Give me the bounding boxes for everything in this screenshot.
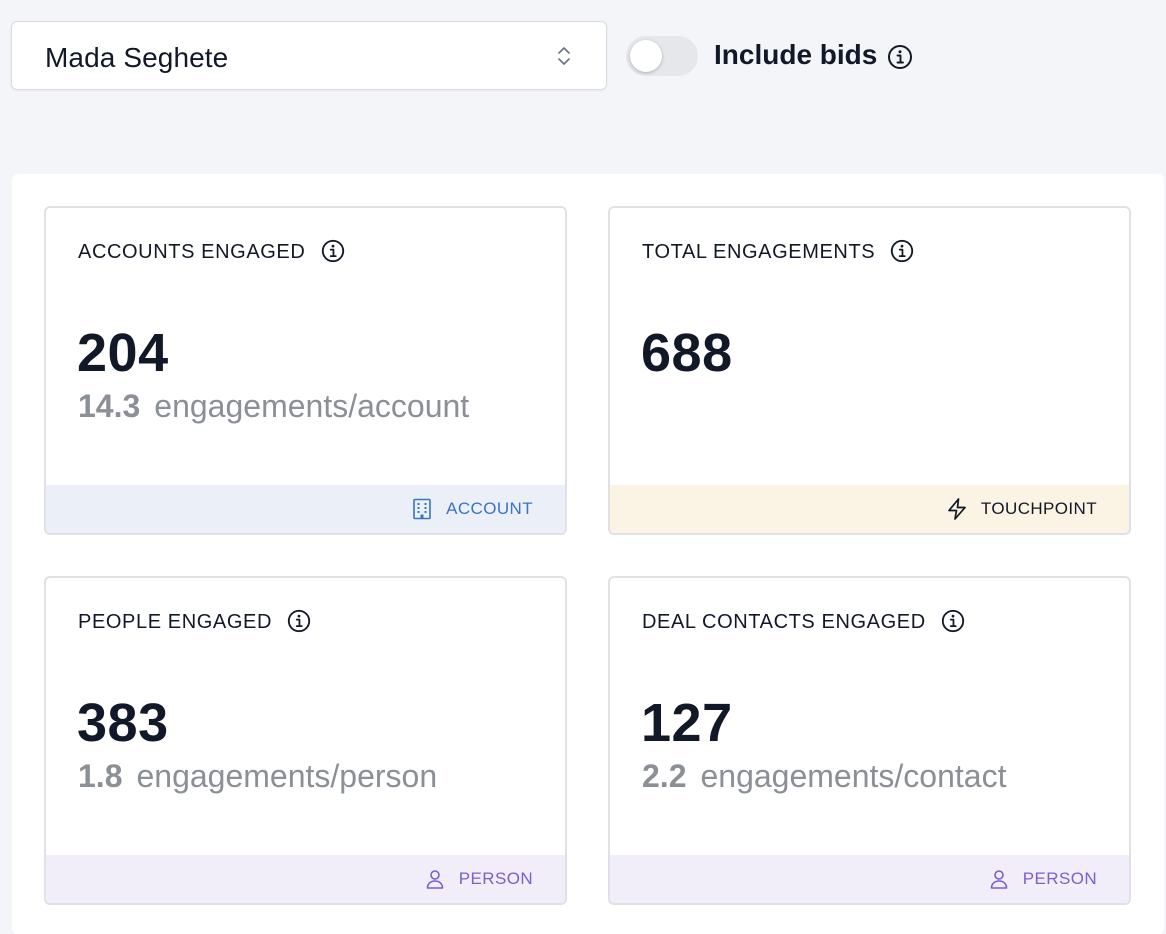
card-subtext: 14.3 engagements/account (78, 388, 469, 425)
card-footer-person: PERSON (46, 855, 565, 903)
person-select[interactable]: Mada Seghete (11, 21, 607, 90)
card-title: PEOPLE ENGAGED (78, 608, 312, 634)
card-value: 127 (641, 693, 733, 753)
card-sub-label: engagements/contact (700, 758, 1007, 794)
person-icon (426, 870, 444, 889)
card-subtext: 1.8 engagements/person (78, 758, 437, 795)
card-title-text: ACCOUNTS ENGAGED (78, 241, 306, 263)
info-icon[interactable] (889, 238, 915, 264)
card-footer-account: ACCOUNT (46, 485, 565, 533)
card-value: 204 (77, 323, 169, 383)
card-subtext: 2.2 engagements/contact (642, 758, 1006, 795)
chevron-up-down-icon (558, 47, 570, 65)
footer-label: TOUCHPOINT (980, 499, 1097, 518)
card-value: 383 (77, 693, 169, 753)
card-title-text: DEAL CONTACTS ENGAGED (642, 611, 926, 633)
filter-bar: Mada Seghete Include bids (0, 0, 1166, 120)
deal-contacts-engaged-card: DEAL CONTACTS ENGAGED 127 2.2 engagements… (608, 576, 1131, 905)
metrics-panel: ACCOUNTS ENGAGED 204 14.3 engagements/acc… (12, 174, 1164, 934)
card-title: TOTAL ENGAGEMENTS (642, 238, 915, 264)
card-title-text: PEOPLE ENGAGED (78, 611, 273, 633)
card-footer-person: PERSON (610, 855, 1129, 903)
include-bids-toggle[interactable] (626, 36, 698, 76)
info-icon[interactable] (940, 608, 966, 634)
card-title: DEAL CONTACTS ENGAGED (642, 608, 966, 634)
info-icon[interactable] (886, 43, 914, 71)
person-select-value: Mada Seghete (45, 42, 229, 73)
footer-label: PERSON (458, 869, 533, 888)
info-icon[interactable] (320, 238, 346, 264)
card-footer-touchpoint: TOUCHPOINT (610, 485, 1129, 533)
info-icon[interactable] (286, 608, 312, 634)
card-value: 688 (641, 323, 733, 383)
lightning-icon (948, 498, 966, 520)
toggle-knob (630, 40, 662, 72)
card-sub-label: engagements/person (136, 758, 438, 794)
accounts-engaged-card: ACCOUNTS ENGAGED 204 14.3 engagements/acc… (44, 206, 567, 535)
people-engaged-card: PEOPLE ENGAGED 383 1.8 engagements/person… (44, 576, 567, 905)
card-title: ACCOUNTS ENGAGED (78, 238, 346, 264)
card-sub-label: engagements/account (154, 388, 470, 424)
card-sub-value: 14.3 (78, 388, 141, 424)
footer-label: PERSON (1022, 869, 1097, 888)
person-icon (990, 870, 1008, 889)
card-sub-value: 1.8 (78, 758, 123, 794)
building-icon (413, 498, 431, 520)
footer-label: ACCOUNT (446, 499, 533, 518)
card-sub-value: 2.2 (642, 758, 687, 794)
total-engagements-card: TOTAL ENGAGEMENTS 688 TOUCHPOINT (608, 206, 1131, 535)
include-bids-label: Include bids (714, 39, 878, 70)
card-title-text: TOTAL ENGAGEMENTS (642, 241, 876, 263)
